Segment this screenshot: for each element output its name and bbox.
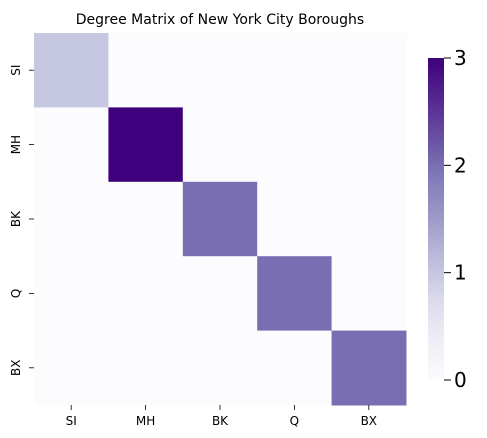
y-tick-label: MH <box>9 135 23 154</box>
heatmap-cell-BX-BK <box>183 331 258 406</box>
y-tick-label: BK <box>9 210 23 227</box>
heatmap-cell-MH-SI <box>34 107 109 182</box>
heatmap-cell-SI-SI <box>34 33 109 108</box>
colorbar-tick-label: 1 <box>454 261 467 285</box>
heatmap-cells <box>34 33 407 406</box>
heatmap-cell-Q-MH <box>108 256 183 331</box>
heatmap-cell-SI-BX <box>332 33 407 108</box>
colorbar-tick-label: 0 <box>454 368 467 392</box>
y-tick-label: SI <box>9 65 23 76</box>
heatmap-cell-BK-BK <box>183 182 258 257</box>
x-tick-label: BK <box>212 414 229 428</box>
heatmap-cell-BK-BX <box>332 182 407 257</box>
heatmap-cell-Q-Q <box>257 256 332 331</box>
heatmap-cell-SI-MH <box>108 33 183 108</box>
y-tick-label: Q <box>9 289 23 298</box>
x-tick-label: SI <box>66 414 77 428</box>
colorbar-gradient <box>428 58 444 380</box>
colorbar-tick-label: 2 <box>454 153 467 177</box>
heatmap-cell-Q-BX <box>332 256 407 331</box>
x-axis: SI MH BK Q BX <box>66 405 377 428</box>
heatmap-cell-BK-Q <box>257 182 332 257</box>
y-tick-label: BX <box>9 360 23 376</box>
colorbar: 0 1 2 3 <box>428 46 467 392</box>
heatmap-cell-BX-Q <box>257 331 332 406</box>
heatmap-cell-BK-SI <box>34 182 109 257</box>
chart-title: Degree Matrix of New York City Boroughs <box>76 12 364 28</box>
x-tick-label: MH <box>136 414 155 428</box>
heatmap-cell-MH-BX <box>332 107 407 182</box>
heatmap-cell-MH-BK <box>183 107 258 182</box>
heatmap-cell-BK-MH <box>108 182 183 257</box>
heatmap-cell-BX-BX <box>332 331 407 406</box>
heatmap-cell-MH-Q <box>257 107 332 182</box>
colorbar-tick-label: 3 <box>454 46 467 70</box>
heatmap-cell-BX-SI <box>34 331 109 406</box>
y-axis: SI MH BK Q BX <box>9 65 34 376</box>
x-tick-label: Q <box>290 414 299 428</box>
heatmap-cell-Q-SI <box>34 256 109 331</box>
heatmap-cell-SI-Q <box>257 33 332 108</box>
heatmap-cell-SI-BK <box>183 33 258 108</box>
x-tick-label: BX <box>361 414 377 428</box>
heatmap-cell-Q-BK <box>183 256 258 331</box>
heatmap-cell-MH-MH <box>108 107 183 182</box>
heatmap-cell-BX-MH <box>108 331 183 406</box>
